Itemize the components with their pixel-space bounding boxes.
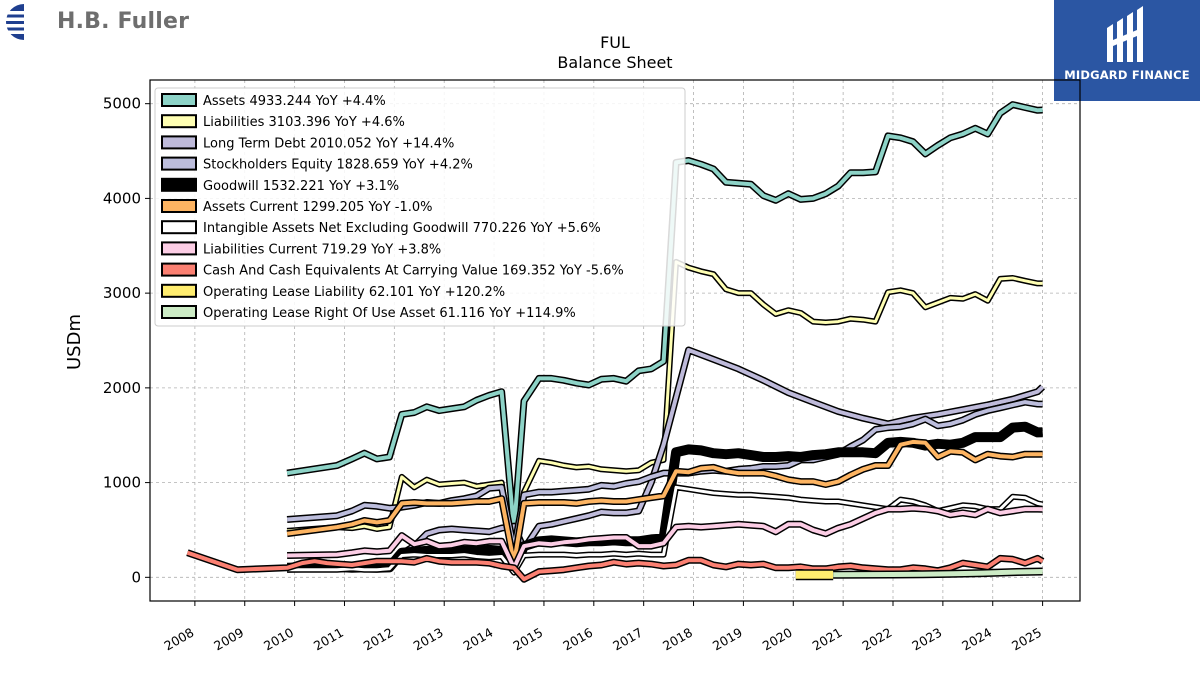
y-tick-label: 2000 <box>103 379 141 397</box>
x-tick-label: 2021 <box>810 625 845 654</box>
y-tick-label: 0 <box>131 568 141 586</box>
legend-entry: Operating Lease Liability 62.101 YoY +12… <box>203 285 505 300</box>
legend-swatch <box>161 241 197 256</box>
series-line <box>186 550 1044 582</box>
chart-title: FUL <box>600 33 630 52</box>
legend-entry: Intangible Assets Net Excluding Goodwill… <box>203 221 601 236</box>
legend-entry: Liabilities 3103.396 YoY +4.6% <box>203 115 405 130</box>
series-line <box>400 348 1044 556</box>
legend-swatch <box>161 262 197 277</box>
chart-subtitle: Balance Sheet <box>557 53 672 72</box>
legend-swatch <box>161 283 197 298</box>
series-line <box>287 506 1043 570</box>
legend: Assets 4933.244 YoY +4.4% Liabilities 310… <box>154 87 686 327</box>
legend-box <box>154 87 686 327</box>
series-5 <box>286 438 1043 567</box>
legend-entry: Assets 4933.244 YoY +4.4% <box>203 94 386 109</box>
x-tick-label: 2013 <box>411 625 446 654</box>
series-8 <box>186 549 1045 583</box>
legend-swatch <box>161 114 197 129</box>
x-tick-label: 2011 <box>311 625 346 654</box>
legend-entry: Cash And Cash Equivalents At Carrying Va… <box>203 264 624 279</box>
x-tick-label: 2023 <box>909 625 944 654</box>
y-tick-label: 4000 <box>103 189 141 207</box>
legend-entry: Operating Lease Right Of Use Asset 61.11… <box>203 306 576 321</box>
legend-swatch <box>161 305 197 319</box>
company-name: H.B. Fuller <box>57 9 190 34</box>
y-axis: 0 1000 2000 3000 4000 5000 <box>103 95 150 586</box>
series-1 <box>286 258 1043 562</box>
x-tick-label: 2014 <box>461 625 496 654</box>
y-tick-label: 1000 <box>103 474 141 492</box>
plot-frame <box>149 79 1081 602</box>
hb-fuller-logo-icon <box>6 4 46 40</box>
x-tick-label: 2024 <box>959 625 994 654</box>
legend-swatch <box>161 177 197 192</box>
series-line <box>286 260 1043 560</box>
x-tick-label: 2015 <box>510 625 545 654</box>
x-tick-label: 2017 <box>610 625 645 654</box>
midgard-logo-icon <box>1107 6 1143 62</box>
legend-entry: Long Term Debt 2010.052 YoY +14.4% <box>203 136 454 151</box>
x-tick-label: 2008 <box>161 625 196 654</box>
x-tick-label: 2016 <box>560 625 595 654</box>
legend-entry: Goodwill 1532.221 YoY +3.1% <box>203 179 399 194</box>
legend-entry: Assets Current 1299.205 YoY -1.0% <box>203 200 433 215</box>
legend-swatch <box>161 135 197 150</box>
series-line <box>286 102 1043 532</box>
y-tick-label: 3000 <box>103 284 141 302</box>
series-line <box>833 569 1043 578</box>
x-tick-label: 2012 <box>361 625 396 654</box>
legend-swatch <box>161 199 197 213</box>
x-tick-label: 2018 <box>660 625 695 654</box>
series-2 <box>399 346 1046 557</box>
x-tick-label: 2022 <box>859 625 894 654</box>
x-tick-label: 2009 <box>211 625 246 654</box>
brand-badge-label: MIDGARD FINANCE <box>1064 68 1190 82</box>
company-logo: H.B. Fuller <box>0 0 200 48</box>
x-tick-label: 2019 <box>710 625 745 654</box>
legend-entry: Liabilities Current 719.29 YoY +3.8% <box>203 242 441 257</box>
x-tick-label: 2020 <box>760 625 795 654</box>
legend-swatch <box>161 156 197 171</box>
legend-swatch <box>161 93 197 107</box>
legend-swatch <box>161 220 197 235</box>
y-axis-label: USDm <box>64 314 85 370</box>
series-10 <box>833 567 1043 579</box>
series-layer <box>186 101 1046 583</box>
y-tick-label: 5000 <box>103 95 141 113</box>
brand-badge: MIDGARD FINANCE <box>1054 0 1200 101</box>
series-0 <box>286 101 1043 534</box>
series-7 <box>287 504 1043 572</box>
x-tick-label: 2025 <box>1009 625 1044 654</box>
x-axis: 2008 2009 2010 2011 2012 2013 2014 2015 2016 2017… <box>161 601 1044 654</box>
legend-entry: Stockholders Equity 1828.659 YoY +4.2% <box>203 158 473 173</box>
series-line <box>286 439 1043 566</box>
x-tick-label: 2010 <box>261 625 296 654</box>
